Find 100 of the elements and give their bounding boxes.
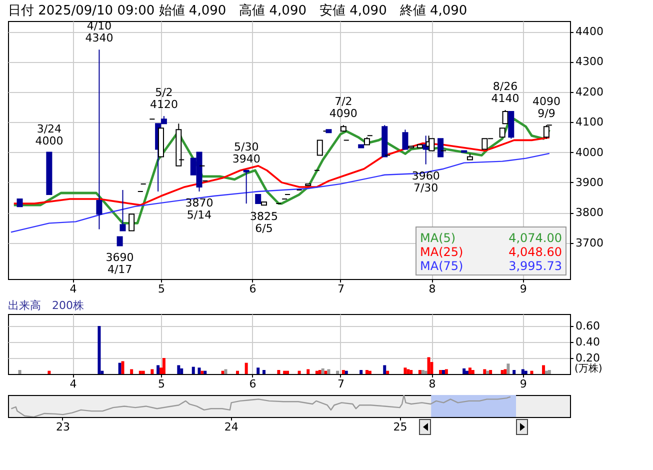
bar	[244, 362, 248, 374]
x-tick-label: 25	[393, 420, 408, 434]
chart-title: 出来高 200株	[8, 299, 84, 312]
bar	[130, 369, 134, 374]
candlestick	[96, 49, 102, 230]
bar	[336, 370, 340, 374]
bar	[424, 370, 428, 374]
bar	[521, 369, 524, 374]
candlestick	[502, 110, 508, 124]
y-tick-label: 3800	[576, 206, 604, 220]
bar	[444, 369, 448, 374]
bar	[466, 370, 469, 374]
y-tick-label: 4300	[576, 55, 604, 68]
annotation: 5/30 3940	[232, 140, 260, 166]
bar	[524, 370, 528, 374]
chart-title: 日付 2025/09/10 09:00 始値 4,090 高値 4,090 安値 4,090 終値 4,090	[8, 2, 468, 19]
x-tick-label: 6	[249, 282, 256, 296]
x-tick-label: 4	[70, 378, 77, 390]
y-tick-label: 4200	[576, 85, 604, 98]
x-tick-label: 23	[56, 420, 70, 434]
x-tick-label: 6	[249, 378, 256, 390]
candlestick	[128, 214, 135, 232]
bar	[142, 370, 145, 374]
bar	[500, 370, 504, 374]
bar	[489, 370, 492, 374]
bar	[486, 370, 490, 374]
candlestick	[120, 189, 126, 232]
text: MA(5)	[420, 231, 456, 245]
bar	[404, 368, 407, 374]
bar	[198, 368, 201, 374]
bar	[365, 370, 368, 374]
bar	[121, 361, 124, 374]
bar	[327, 369, 330, 374]
x-tick-label: 5	[158, 378, 166, 390]
candlestick	[316, 140, 323, 156]
y-tick-label: 3900	[576, 176, 604, 189]
bar	[306, 369, 310, 374]
bar	[471, 370, 474, 374]
x-tick-label: 9	[520, 282, 527, 296]
annotation: 4,048.60	[508, 245, 562, 259]
bar	[277, 370, 280, 374]
x-tick-label: 4	[70, 282, 77, 296]
bar	[462, 368, 466, 374]
annotation: 3690 4/17	[106, 250, 134, 276]
bar	[18, 370, 22, 374]
bar	[118, 362, 122, 374]
y-axis-title: (万株)	[574, 362, 602, 374]
bar	[530, 370, 534, 374]
annotation: 7/2 4090	[329, 95, 358, 120]
y-tick-label: 0.60	[576, 320, 600, 332]
candlestick	[499, 128, 506, 138]
bar	[368, 370, 372, 374]
x-tick-label: 7	[337, 282, 344, 296]
bar	[410, 370, 413, 374]
bar	[236, 370, 240, 374]
annotation: 3/24 4000	[35, 122, 64, 148]
bar	[418, 370, 422, 374]
annotation: 3960 7/30	[412, 169, 440, 194]
x-tick-label: 8	[428, 378, 436, 390]
x-tick-label: 8	[428, 282, 436, 296]
x-tick-label: 5	[158, 282, 166, 296]
y-tick-label: 0.40	[576, 336, 600, 348]
candlestick	[428, 138, 435, 152]
bar	[342, 370, 345, 374]
bar	[406, 369, 410, 374]
bar	[177, 365, 180, 374]
bar	[483, 369, 486, 374]
bar	[506, 364, 510, 374]
annotation: 3870 5/14	[185, 196, 214, 222]
annotation: 5/2 4120	[150, 86, 178, 112]
bar	[298, 370, 301, 374]
bar	[204, 370, 207, 374]
y-tick-label: 4000	[576, 146, 604, 159]
annotation: 4090 9/9	[532, 95, 560, 120]
bar	[468, 368, 472, 374]
bar	[548, 370, 551, 374]
bar	[315, 370, 318, 374]
y-tick-label: 0.20	[576, 352, 600, 364]
x-tick-label: 7	[337, 378, 344, 390]
bar	[439, 370, 442, 374]
bar	[344, 370, 348, 374]
bar	[283, 370, 286, 374]
bar	[138, 370, 142, 374]
candlestick	[402, 129, 408, 150]
bar	[512, 370, 516, 374]
x-tick-label: 9	[520, 378, 527, 390]
bar	[421, 370, 424, 374]
bar	[544, 370, 548, 374]
bar	[442, 370, 445, 374]
bar	[360, 370, 363, 374]
bar	[383, 365, 386, 374]
annotation: 8/26 4140	[491, 80, 520, 106]
bar	[156, 365, 160, 374]
text: MA(25)	[420, 245, 464, 259]
bar	[192, 366, 195, 374]
annotation: 4,074.00	[508, 231, 562, 245]
bar	[386, 370, 390, 374]
candlestick	[243, 170, 250, 204]
bar	[321, 368, 324, 374]
x-tick-label: 24	[224, 420, 238, 434]
